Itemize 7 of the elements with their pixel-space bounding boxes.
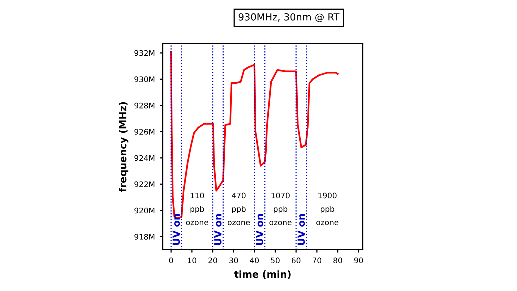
ref-line-label: UV on [298,214,306,246]
ref-line-label: UV on [256,214,264,246]
chart-title: 930MHz, 30nm @ RT [238,13,340,22]
ref-line-label: UV on [172,214,180,246]
x-axis-title: time (min) [234,270,291,280]
ref-line-label: UV on [214,214,222,246]
y-axis-title: frequency (MHz) [119,102,129,192]
